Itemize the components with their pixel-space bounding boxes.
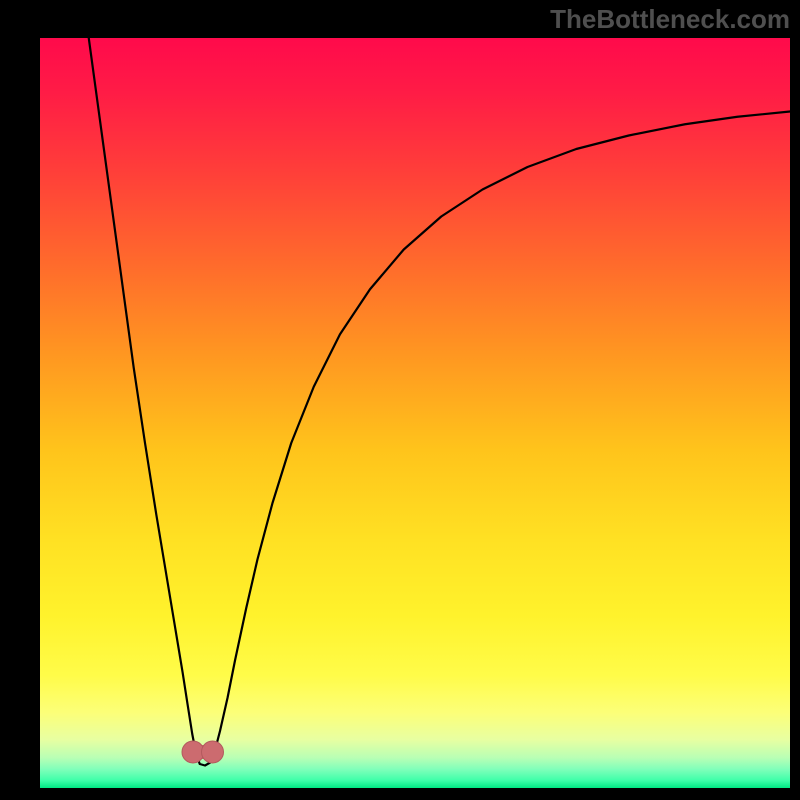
chart-container: TheBottleneck.com [0,0,800,800]
optimal-marker [182,741,204,763]
optimal-marker [202,741,224,763]
plot-background [40,38,790,788]
bottleneck-chart [0,0,800,800]
source-watermark: TheBottleneck.com [550,4,790,35]
